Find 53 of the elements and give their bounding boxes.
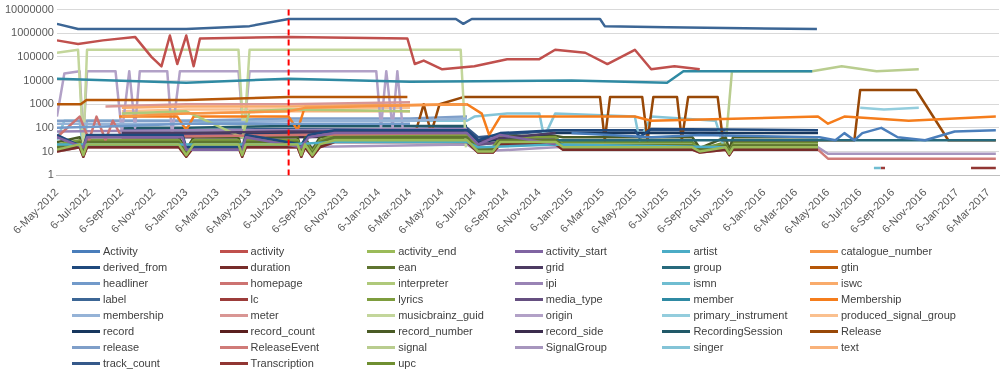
legend-label: Release	[840, 325, 882, 337]
legend-label: SignalGroup	[545, 341, 607, 353]
legend-label: ean	[398, 261, 417, 273]
legend-label: singer	[693, 341, 724, 353]
legend-label: record_number	[398, 325, 473, 337]
legend-label: member	[693, 293, 734, 305]
y-tick-label: 1000	[29, 97, 54, 110]
legend-label: ReleaseEvent	[250, 341, 320, 353]
legend-label: origin	[545, 309, 573, 321]
legend-label: membership	[103, 309, 164, 321]
legend-label: record	[103, 325, 135, 337]
legend-label: ismn	[693, 277, 717, 289]
legend-label: derived_from	[103, 261, 168, 273]
legend-label: headliner	[103, 277, 149, 289]
legend-label: record_count	[250, 325, 315, 337]
legend-label: signal	[398, 341, 427, 353]
legend-label: activity_end	[398, 245, 457, 257]
legend-label: release	[103, 341, 140, 353]
y-tick-label: 1	[47, 168, 54, 181]
legend-label: label	[103, 293, 127, 305]
legend-label: interpreter	[398, 277, 449, 289]
legend-label: record_side	[545, 325, 604, 337]
y-tick-label: 1000000	[11, 26, 54, 39]
legend-label: track_count	[103, 357, 160, 369]
legend-label: media_type	[545, 293, 603, 305]
legend-label: Activity	[103, 245, 138, 257]
legend-label: lc	[250, 293, 259, 305]
legend-label: iswc	[840, 277, 863, 289]
legend-label: catalogue_number	[840, 245, 933, 257]
legend-label: primary_instrument	[693, 309, 788, 321]
legend-label: Membership	[840, 293, 902, 305]
legend-label: group	[693, 261, 722, 273]
legend-label: lyrics	[398, 293, 424, 305]
legend-label: musicbrainz_guid	[398, 309, 484, 321]
y-tick-label: 100	[35, 120, 54, 133]
y-tick-label: 100000	[17, 49, 54, 62]
legend-label: grid	[545, 261, 565, 273]
legend-label: meter	[250, 309, 279, 321]
y-tick-label: 10	[41, 144, 54, 157]
legend-label: activity	[250, 245, 285, 257]
legend-label: produced_signal_group	[840, 309, 956, 321]
legend-label: homepage	[250, 277, 303, 289]
y-tick-label: 10000000	[4, 2, 54, 15]
legend-label: RecordingSession	[693, 325, 783, 337]
legend-label: Transcription	[250, 357, 314, 369]
legend-label: duration	[250, 261, 291, 273]
legend-label: gtin	[840, 261, 859, 273]
legend-label: activity_start	[545, 245, 607, 257]
legend-label: ipi	[545, 277, 557, 289]
legend-label: text	[840, 341, 859, 353]
y-tick-label: 10000	[23, 73, 54, 86]
legend-label: upc	[398, 357, 416, 369]
legend-label: artist	[693, 245, 718, 257]
